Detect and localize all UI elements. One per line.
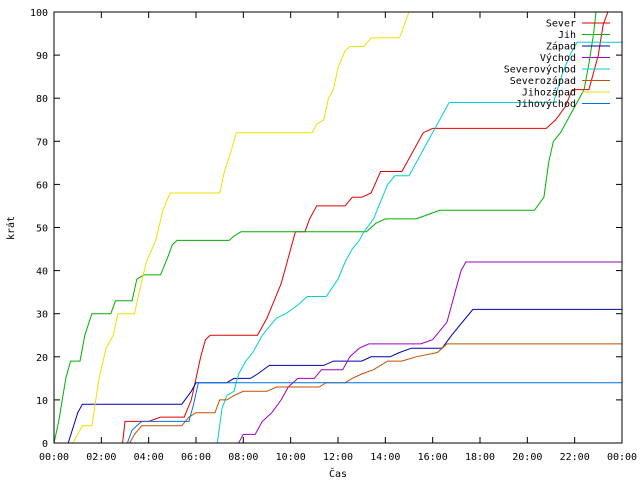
y-tick-label: 50 bbox=[36, 224, 48, 235]
legend-label: Jihovýchod bbox=[516, 98, 576, 110]
x-tick-label: 12:00 bbox=[323, 452, 353, 463]
series-line-sever bbox=[122, 11, 609, 444]
x-tick-label: 16:00 bbox=[418, 452, 448, 463]
x-tick-label: 20:00 bbox=[512, 452, 542, 463]
x-tick-label: 00:00 bbox=[607, 452, 637, 463]
y-tick-label: 10 bbox=[36, 396, 48, 407]
series-line-západ bbox=[67, 308, 622, 444]
y-tick-label: 90 bbox=[36, 51, 48, 62]
series-line-severovýchod bbox=[216, 41, 622, 444]
series-lines bbox=[53, 11, 622, 444]
x-tick-label: 08:00 bbox=[228, 452, 258, 463]
x-tick-label: 18:00 bbox=[465, 452, 495, 463]
legend-label: Severovýchod bbox=[504, 64, 576, 76]
series-line-východ bbox=[238, 261, 622, 444]
x-tick-label: 00:00 bbox=[39, 452, 69, 463]
y-axis: 0 10 20 30 40 50 60 70 80 90 100 bbox=[30, 8, 622, 450]
x-tick-label: 22:00 bbox=[560, 452, 590, 463]
x-tick-label: 04:00 bbox=[134, 452, 164, 463]
y-tick-label: 60 bbox=[36, 180, 48, 191]
y-tick-label: 100 bbox=[30, 8, 48, 19]
y-tick-label: 80 bbox=[36, 94, 48, 105]
y-tick-label: 0 bbox=[42, 439, 48, 450]
x-tick-label: 02:00 bbox=[86, 452, 116, 463]
legend-label: Jih bbox=[558, 30, 576, 41]
legend: SeverJihZápadVýchodSeverovýchodSeverozáp… bbox=[504, 19, 610, 110]
series-line-jihovýchod bbox=[126, 382, 622, 444]
y-tick-label: 20 bbox=[36, 353, 48, 364]
x-axis-label: Čas bbox=[329, 467, 347, 480]
legend-label: Sever bbox=[546, 19, 576, 30]
series-line-severozápad bbox=[129, 343, 622, 444]
x-axis: 00:00 02:00 04:00 06:00 08:00 10:00 12:00 14:00… bbox=[39, 12, 637, 463]
y-tick-label: 40 bbox=[36, 267, 48, 278]
legend-label: Severozápad bbox=[510, 75, 576, 87]
legend-label: Západ bbox=[546, 41, 576, 53]
y-tick-label: 70 bbox=[36, 137, 48, 148]
x-tick-label: 06:00 bbox=[181, 452, 211, 463]
series-line-jihozápad bbox=[72, 11, 410, 444]
x-tick-label: 10:00 bbox=[276, 452, 306, 463]
y-tick-label: 30 bbox=[36, 310, 48, 321]
y-axis-label: krát bbox=[5, 216, 17, 240]
legend-label: Východ bbox=[540, 52, 576, 64]
series-line-jih bbox=[53, 11, 597, 444]
x-tick-label: 14:00 bbox=[370, 452, 400, 463]
legend-label: Jihozápad bbox=[522, 87, 576, 99]
